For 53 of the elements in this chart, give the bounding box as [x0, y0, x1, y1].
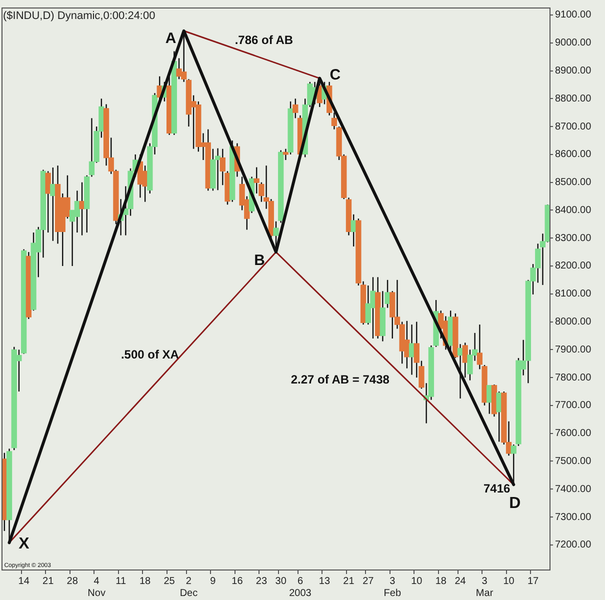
x-tick-label: 27	[362, 576, 374, 587]
y-tick-label: 9000.00	[555, 38, 592, 49]
y-tick-label: 8700.00	[555, 121, 592, 132]
y-tick-label: 7500.00	[555, 456, 592, 467]
x-tick-label: 30	[275, 576, 287, 587]
x-tick-label: 10	[411, 576, 423, 587]
annotation: B	[254, 252, 266, 270]
y-tick-label: 8300.00	[555, 232, 592, 244]
x-tick-label: 24	[454, 576, 466, 587]
x-tick-label: 23	[256, 576, 268, 587]
x-tick-label: 17	[527, 576, 540, 587]
y-tick-label: 8500.00	[555, 177, 592, 188]
x-tick-label: 9	[210, 576, 216, 587]
annotation: A	[165, 30, 176, 48]
annotation: .500 of XA	[120, 348, 180, 362]
y-tick-label: 7200.00	[555, 540, 592, 551]
x-tick-label: 6 2003	[289, 576, 312, 599]
y-tick-label: 7900.00	[555, 344, 592, 356]
y-tick-label: 7600.00	[555, 428, 592, 440]
x-tick-label: 18	[140, 576, 152, 587]
y-tick-label: 7300.00	[555, 512, 592, 523]
y-tick-label: 8900.00	[555, 66, 592, 77]
x-tick-label: 3 Mar	[476, 576, 494, 599]
y-tick-label: 7700.00	[555, 400, 592, 412]
y-tick-label: 8000.00	[555, 316, 592, 328]
annotation: D	[509, 495, 521, 512]
y-tick-label: 8200.00	[555, 260, 592, 272]
annotation: .786 of AB	[234, 32, 294, 47]
y-tick-label: 8400.00	[555, 204, 592, 216]
annotation: X	[18, 536, 30, 553]
y-tick-label: 7400.00	[555, 484, 592, 495]
x-tick-label: 4 Nov	[88, 576, 106, 599]
x-tick-label: 16	[232, 576, 244, 587]
x-tick-label: 18	[435, 576, 447, 587]
annotation: 7416	[483, 481, 511, 496]
y-tick-label: 8800.00	[555, 93, 592, 104]
y-tick-label: 7800.00	[555, 372, 592, 384]
x-tick-label: 13	[318, 576, 330, 587]
annotation: 2.27 of AB = 7438	[290, 372, 390, 386]
chart-title: ($INDU,D) Dynamic,0:00:24:00	[3, 10, 156, 22]
y-tick-label: 8600.00	[555, 149, 592, 160]
x-tick-label: 11	[116, 576, 126, 587]
x-tick-label: 21	[343, 576, 355, 587]
x-tick-label: 3 Feb	[384, 576, 402, 599]
x-tick-label: 14	[18, 576, 30, 587]
annotation: C	[330, 66, 341, 84]
x-tick-label: 25	[164, 576, 176, 587]
y-tick-label: 9100.00	[555, 10, 592, 21]
x-tick-label: 21	[42, 576, 54, 587]
x-tick-label: 10	[503, 576, 515, 587]
x-tick-label: 2 Dec	[180, 576, 198, 599]
x-tick-label: 28	[66, 576, 78, 587]
y-tick-label: 8100.00	[555, 288, 592, 300]
